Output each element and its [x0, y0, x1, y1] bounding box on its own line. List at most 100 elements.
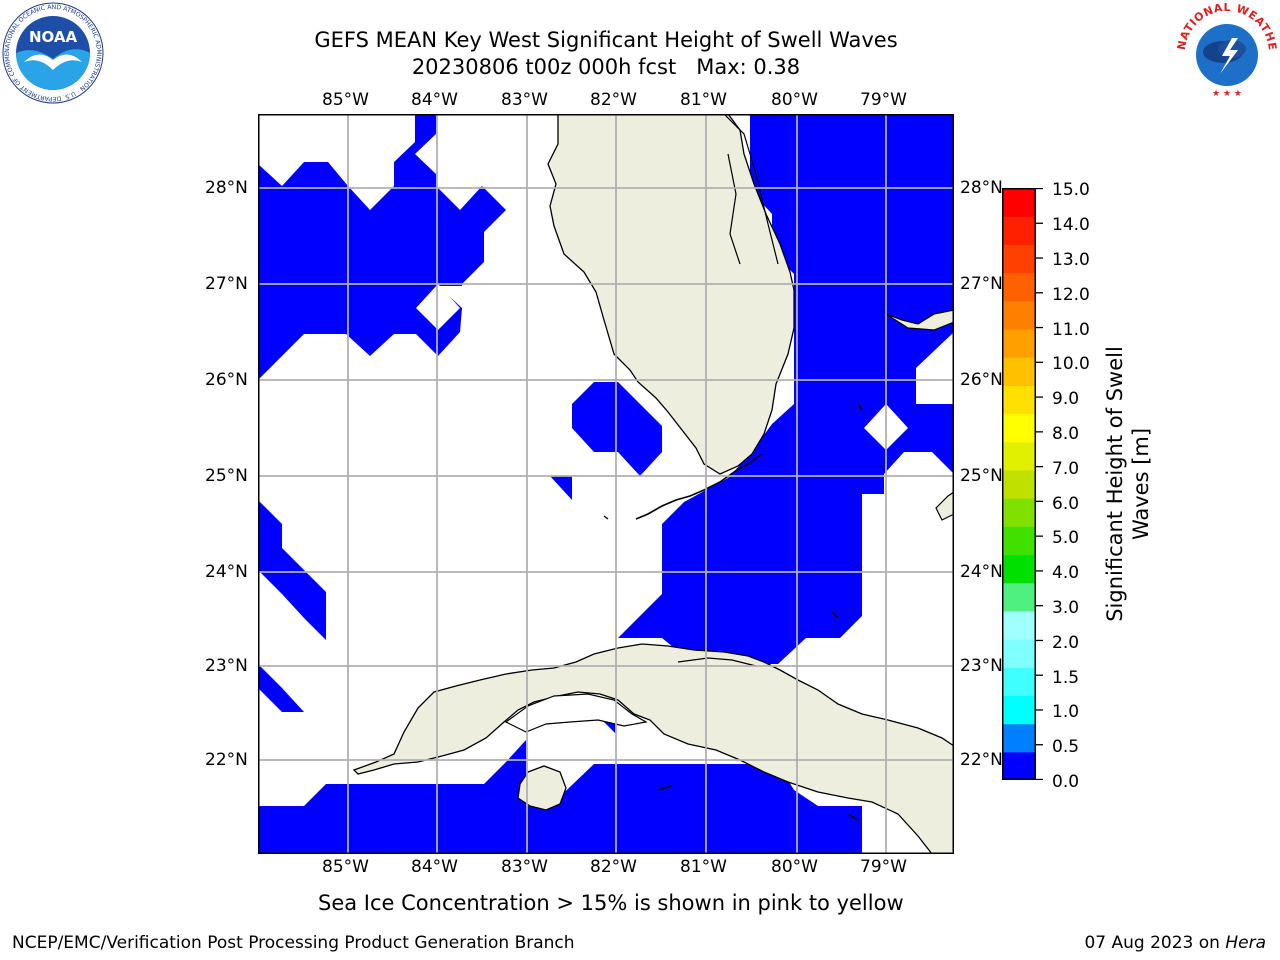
colorbar — [1002, 188, 1036, 781]
colorbar-tick-6: 6.0 — [1052, 494, 1080, 514]
swell-patch-atlantic-east — [618, 114, 954, 664]
left-lat-label-25n: 25°N — [205, 466, 248, 486]
chart-title: GEFS MEAN Key West Significant Height of… — [314, 28, 898, 52]
colorbar-band-16 — [1002, 300, 1036, 330]
footer-credit: NCEP/EMC/Verification Post Processing Pr… — [12, 933, 575, 953]
colorbar-tick-1: 1.0 — [1052, 702, 1080, 722]
left-lat-label-28n: 28°N — [205, 178, 248, 198]
right-lat-label-27n: 27°N — [960, 274, 1003, 294]
colorbar-band-19 — [1002, 216, 1036, 245]
colorbar-tick-marks — [1036, 187, 1044, 781]
left-lat-label-27n: 27°N — [205, 274, 248, 294]
cayos-south-1 — [657, 785, 673, 791]
colorbar-tick-4: 4.0 — [1052, 563, 1080, 583]
colorbar-band-3 — [1002, 667, 1036, 697]
left-lat-label-26n: 26°N — [205, 370, 248, 390]
swell-patch-south — [258, 740, 550, 854]
bahamas-cay-1 — [857, 403, 863, 411]
colorbar-label-svg: Significant Height of Swell Waves [m] — [1103, 346, 1153, 622]
bahamas-cay-2 — [831, 611, 839, 619]
colorbar-border — [1002, 188, 1036, 780]
right-lat-label-23n: 23°N — [960, 656, 1003, 676]
map-frame — [258, 113, 955, 855]
florida-keys — [635, 453, 763, 520]
colorbar-band-13 — [1002, 385, 1036, 415]
colorbar-band-15 — [1002, 328, 1036, 358]
cayos-south-2 — [847, 813, 859, 821]
swell-patch-dot-1 — [550, 476, 572, 500]
right-lat-label-24n: 24°N — [960, 562, 1003, 582]
footer-date: 07 Aug 2023 on Hera — [1084, 933, 1266, 953]
footer-date-text: 07 Aug 2023 on — [1084, 933, 1226, 953]
swell-gap-gulf — [416, 284, 460, 330]
left-lat-label-22n: 22°N — [205, 750, 248, 770]
top-lon-label-79w: 79°W — [860, 90, 907, 110]
batabano-gulf — [504, 693, 648, 733]
right-lat-label-25n: 25°N — [960, 466, 1003, 486]
colorbar-tick-0: 0.0 — [1052, 772, 1080, 792]
colorbar-tick-1-5: 1.5 — [1052, 668, 1080, 688]
colorbar-tick-8: 8.0 — [1052, 424, 1080, 444]
top-lon-label-83w: 83°W — [501, 90, 548, 110]
colorbar-band-4 — [1002, 639, 1036, 668]
nws-stars: ★ ★ ★ — [1212, 89, 1242, 99]
colorbar-band-2 — [1002, 695, 1036, 725]
map-border — [258, 114, 954, 854]
colorbar-band-5 — [1002, 610, 1036, 640]
swell-patch-keys-west — [572, 382, 662, 476]
right-lat-label-26n: 26°N — [960, 370, 1003, 390]
swell-patch-west-edge — [258, 500, 326, 640]
colorbar-band-8 — [1002, 526, 1036, 556]
colorbar-tick-12: 12.0 — [1052, 285, 1090, 305]
colorbar-band-7 — [1002, 554, 1036, 584]
colorbar-swatches — [1002, 188, 1036, 781]
colorbar-tick-5: 5.0 — [1052, 528, 1080, 548]
bottom-lon-label-79w: 79°W — [860, 857, 907, 877]
colorbar-tick-3: 3.0 — [1052, 598, 1080, 618]
chart-subtitle: 20230806 t00z 000h fcst Max: 0.38 — [411, 55, 801, 79]
isla-de-la-juventud — [517, 765, 567, 811]
colorbar-tick-13: 13.0 — [1052, 250, 1090, 270]
colorbar-tick-0-5: 0.5 — [1052, 737, 1080, 757]
colorbar-label-line1: Significant Height of Swell — [1103, 346, 1127, 622]
bottom-lon-label-83w: 83°W — [501, 857, 548, 877]
bottom-lon-label-80w: 80°W — [771, 857, 818, 877]
colorbar-tick-9: 9.0 — [1052, 389, 1080, 409]
colorbar-tick-7: 7.0 — [1052, 459, 1080, 479]
noaa-wordmark: NOAA — [29, 28, 78, 46]
colorbar-band-12 — [1002, 413, 1036, 443]
colorbar-label-line2: Waves [m] — [1129, 428, 1153, 540]
swell-patch-west-edge-low — [258, 664, 304, 712]
east-coast-barrier — [723, 113, 779, 265]
colorbar-band-10 — [1002, 469, 1036, 499]
colorbar-tick-11: 11.0 — [1052, 320, 1090, 340]
colorbar-band-6 — [1002, 582, 1036, 612]
bottom-lon-label-84w: 84°W — [411, 857, 458, 877]
top-lon-label-84w: 84°W — [411, 90, 458, 110]
keys-islet — [603, 515, 609, 520]
colorbar-tick-15: 15.0 — [1052, 180, 1090, 200]
left-lat-label-23n: 23°N — [205, 656, 248, 676]
colorbar-tick-lines — [1036, 187, 1043, 781]
map-canvas — [258, 113, 955, 855]
bottom-lon-label-85w: 85°W — [322, 857, 369, 877]
footer-host: Hera — [1225, 933, 1266, 953]
noaa-logo: NATIONAL OCEANIC AND ATMOSPHERIC ADMINIS… — [0, 0, 104, 104]
nws-logo-graphic: NATIONAL WEATHER SERVICE ★ ★ ★ — [1171, 0, 1278, 102]
nws-logo: NATIONAL WEATHER SERVICE ★ ★ ★ — [1171, 0, 1278, 104]
graticule — [258, 114, 954, 854]
colorbar-band-1 — [1002, 723, 1036, 753]
right-lat-label-28n: 28°N — [960, 178, 1003, 198]
colorbar-band-20 — [1002, 188, 1036, 217]
colorbar-label: Significant Height of Swell Waves [m] — [1100, 188, 1160, 780]
bottom-lon-label-81w: 81°W — [680, 857, 727, 877]
bottom-lon-label-82w: 82°W — [590, 857, 637, 877]
left-lat-label-24n: 24°N — [205, 562, 248, 582]
noaa-logo-graphic: NATIONAL OCEANIC AND ATMOSPHERIC ADMINIS… — [0, 0, 104, 104]
colorbar-band-11 — [1002, 441, 1036, 471]
top-lon-label-82w: 82°W — [590, 90, 637, 110]
lake-okeechobee — [727, 153, 741, 265]
top-lon-label-80w: 80°W — [771, 90, 818, 110]
colorbar-band-14 — [1002, 357, 1036, 386]
top-lon-label-85w: 85°W — [322, 90, 369, 110]
